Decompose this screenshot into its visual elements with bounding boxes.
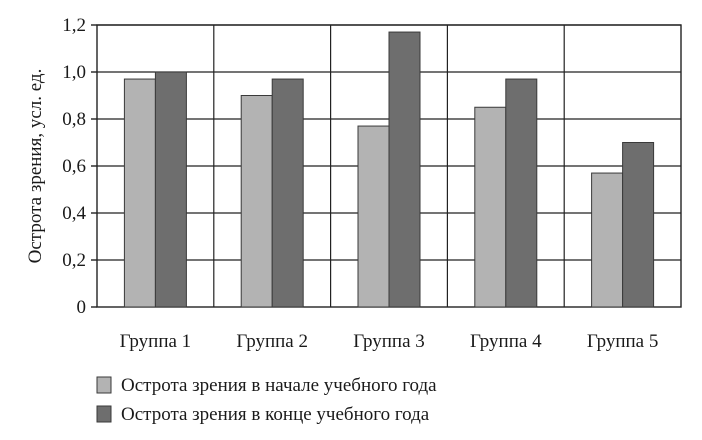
bar-start-2 bbox=[240, 95, 273, 308]
y-tick-label-1: 0,2 bbox=[62, 250, 86, 271]
y-tick-label-6: 1,2 bbox=[62, 15, 86, 36]
x-category-label-5: Группа 5 bbox=[587, 331, 659, 352]
y-tick-label-2: 0,4 bbox=[62, 203, 86, 224]
bar-start-5 bbox=[591, 172, 624, 308]
x-category-label-3: Группа 3 bbox=[353, 331, 425, 352]
bar-end-5 bbox=[622, 142, 655, 308]
legend-label-2: Острота зрения в конце учебного года bbox=[121, 404, 430, 425]
y-tick-label-4: 0,8 bbox=[62, 109, 86, 130]
x-category-label-4: Группа 4 bbox=[470, 331, 542, 352]
x-category-label-1: Группа 1 bbox=[120, 331, 192, 352]
legend-label-1: Острота зрения в начале учебного года bbox=[121, 375, 437, 396]
y-axis-title: Острота зрения, усл. ед. bbox=[25, 69, 46, 264]
bar-end-2 bbox=[271, 78, 304, 308]
legend-swatch-1 bbox=[96, 376, 112, 394]
bar-end-4 bbox=[505, 78, 538, 308]
legend-swatch-2 bbox=[96, 405, 112, 423]
bar-end-1 bbox=[154, 71, 187, 308]
bar-end-3 bbox=[388, 31, 421, 308]
y-tick-label-5: 1,0 bbox=[62, 62, 86, 83]
y-tick-label-3: 0,6 bbox=[62, 156, 86, 177]
bar-start-1 bbox=[123, 78, 156, 308]
bar-start-4 bbox=[474, 106, 507, 308]
y-tick-label-0: 0 bbox=[77, 297, 87, 318]
bar-start-3 bbox=[357, 125, 390, 308]
x-category-label-2: Группа 2 bbox=[236, 331, 308, 352]
